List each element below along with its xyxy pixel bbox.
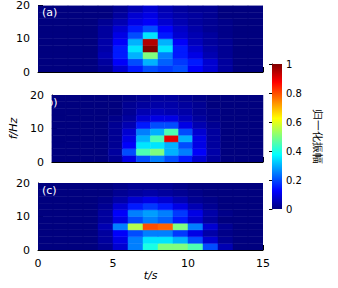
svg-text:f/Hz: f/Hz <box>7 117 20 139</box>
svg-text:0.2: 0.2 <box>286 175 302 186</box>
svg-text:归一化振幅: 归一化振幅 <box>311 109 324 164</box>
svg-text:0.6: 0.6 <box>286 117 302 128</box>
svg-text:20: 20 <box>16 0 30 12</box>
svg-text:t/s: t/s <box>144 269 158 282</box>
svg-text:1: 1 <box>286 59 292 70</box>
svg-text:20: 20 <box>16 177 30 190</box>
svg-text:0: 0 <box>23 66 30 79</box>
svg-text:(a): (a) <box>42 6 57 19</box>
svg-text:10: 10 <box>181 257 195 270</box>
svg-text:0: 0 <box>35 257 42 270</box>
svg-text:20: 20 <box>29 88 44 102</box>
svg-text:0.4: 0.4 <box>286 146 302 157</box>
svg-text:10: 10 <box>30 122 44 135</box>
svg-text:0: 0 <box>37 156 44 169</box>
svg-text:10: 10 <box>16 32 30 45</box>
svg-text:0: 0 <box>23 244 30 257</box>
svg-text:(b): (b) <box>42 96 58 109</box>
svg-text:0.8: 0.8 <box>286 88 302 99</box>
svg-text:10: 10 <box>16 210 30 223</box>
svg-text:15: 15 <box>256 257 270 270</box>
svg-text:5: 5 <box>110 257 117 270</box>
svg-text:0: 0 <box>286 204 292 215</box>
svg-text:(c): (c) <box>42 184 57 197</box>
